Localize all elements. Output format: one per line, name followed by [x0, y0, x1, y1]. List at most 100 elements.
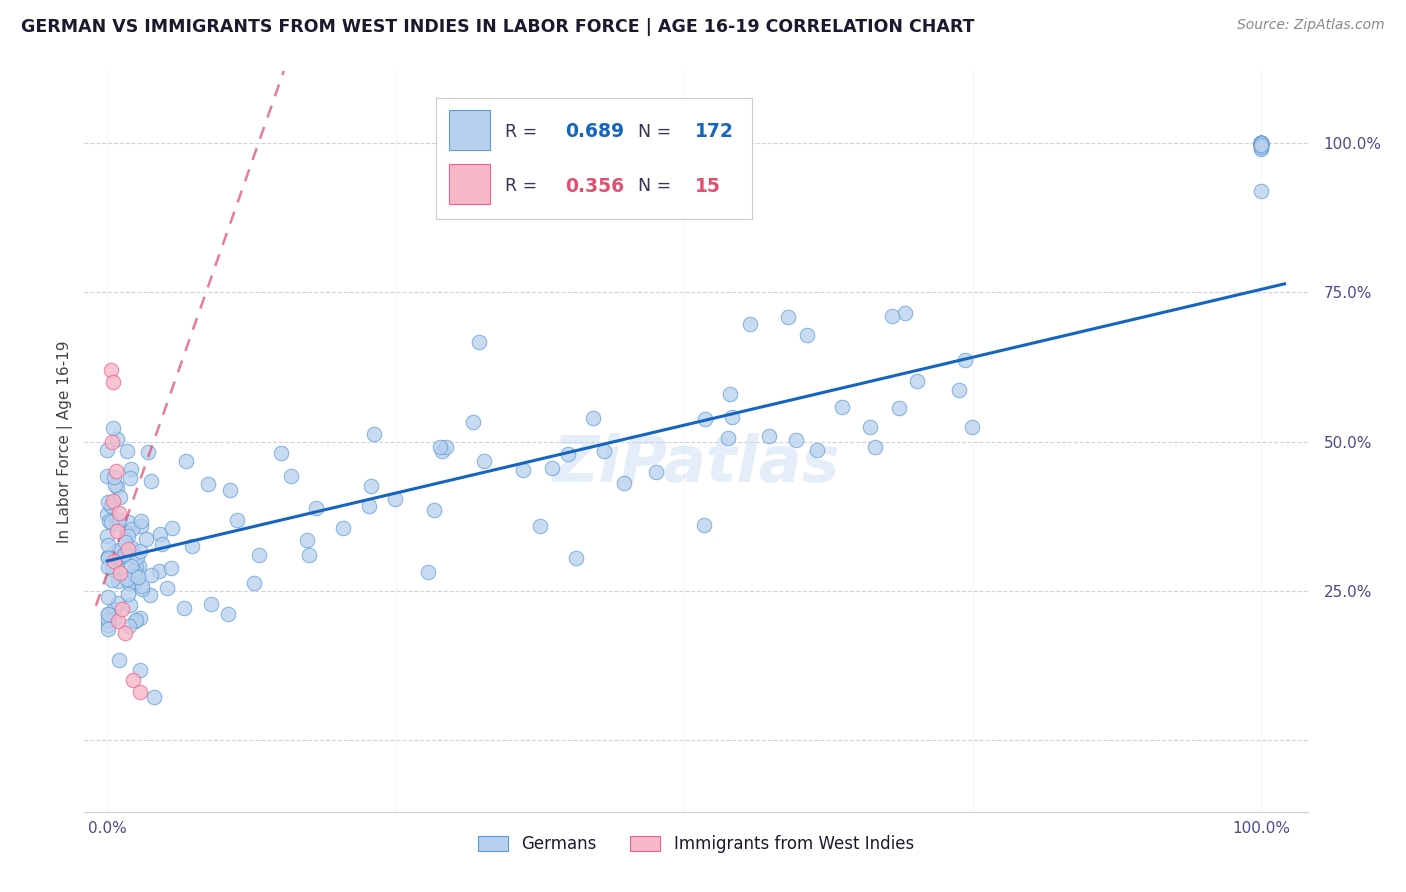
Point: [103, 611, 125, 625]
Point: [96, 495, 118, 509]
Point: [1250, 139, 1272, 153]
Point: [416, 565, 439, 579]
Point: [557, 447, 579, 461]
Point: [129, 543, 152, 558]
Point: [247, 548, 270, 562]
Point: [297, 533, 319, 547]
Point: [1250, 136, 1272, 150]
Point: [121, 522, 143, 536]
Point: [461, 415, 484, 429]
Point: [217, 607, 239, 621]
Point: [124, 569, 146, 583]
Point: [108, 490, 131, 504]
Point: [218, 483, 240, 498]
Point: [796, 328, 818, 343]
Point: [357, 499, 380, 513]
Point: [115, 443, 138, 458]
Point: [1250, 139, 1272, 153]
Point: [1250, 136, 1272, 150]
Point: [127, 550, 149, 565]
Point: [139, 588, 162, 602]
Point: [114, 549, 136, 563]
Point: [124, 574, 146, 588]
Point: [97, 607, 120, 621]
Point: [117, 516, 139, 530]
Point: [1250, 136, 1272, 150]
Text: GERMAN VS IMMIGRANTS FROM WEST INDIES IN LABOR FORCE | AGE 16-19 CORRELATION CHA: GERMAN VS IMMIGRANTS FROM WEST INDIES IN…: [21, 18, 974, 36]
Point: [363, 427, 385, 442]
Point: [270, 445, 292, 459]
Point: [121, 541, 143, 556]
Point: [332, 521, 354, 535]
Point: [280, 469, 302, 483]
Point: [128, 663, 150, 677]
Point: [103, 494, 125, 508]
Point: [758, 429, 780, 443]
Point: [226, 513, 249, 527]
Point: [693, 411, 716, 425]
Point: [124, 564, 146, 578]
Point: [160, 521, 183, 535]
Point: [104, 543, 127, 558]
Point: [156, 581, 179, 595]
Point: [100, 500, 122, 514]
Bar: [449, 164, 489, 204]
Point: [96, 591, 118, 605]
Point: [645, 466, 668, 480]
Point: [120, 598, 142, 612]
Point: [100, 498, 122, 512]
Point: [125, 559, 148, 574]
Point: [103, 375, 125, 389]
Point: [693, 518, 716, 533]
Text: N =: N =: [638, 177, 678, 195]
Point: [859, 420, 882, 434]
Point: [105, 516, 128, 531]
Text: 15: 15: [696, 177, 721, 195]
Bar: [449, 110, 489, 150]
Point: [305, 500, 328, 515]
Point: [105, 524, 128, 538]
Point: [120, 470, 142, 484]
Point: [1250, 136, 1272, 150]
Point: [1250, 138, 1272, 153]
Point: [173, 601, 195, 615]
Point: [96, 469, 118, 483]
Point: [112, 548, 135, 562]
Point: [97, 613, 120, 627]
Point: [831, 401, 853, 415]
Point: [1250, 136, 1272, 150]
Point: [115, 525, 138, 540]
Point: [1250, 136, 1272, 150]
Point: [124, 575, 146, 590]
Point: [135, 532, 157, 546]
Text: R =: R =: [506, 177, 543, 195]
Point: [100, 363, 122, 377]
Point: [128, 611, 150, 625]
Point: [953, 353, 976, 368]
Point: [129, 519, 152, 533]
Point: [124, 613, 146, 627]
Point: [108, 549, 131, 564]
Point: [721, 409, 744, 424]
Point: [613, 475, 636, 490]
Point: [776, 310, 799, 325]
Point: [143, 690, 166, 705]
Point: [564, 550, 586, 565]
Point: [429, 440, 451, 454]
Point: [738, 318, 761, 332]
Point: [136, 444, 159, 458]
Y-axis label: In Labor Force | Age 16-19: In Labor Force | Age 16-19: [58, 340, 73, 543]
Point: [180, 539, 202, 553]
Point: [114, 534, 136, 549]
Point: [468, 335, 491, 350]
Point: [117, 572, 139, 586]
Point: [107, 574, 129, 588]
Point: [108, 513, 131, 527]
Point: [865, 440, 887, 454]
Point: [1250, 136, 1272, 150]
Point: [101, 550, 124, 565]
Text: 0.356: 0.356: [565, 177, 624, 195]
Point: [96, 529, 118, 543]
Point: [117, 587, 139, 601]
Point: [1250, 136, 1272, 150]
